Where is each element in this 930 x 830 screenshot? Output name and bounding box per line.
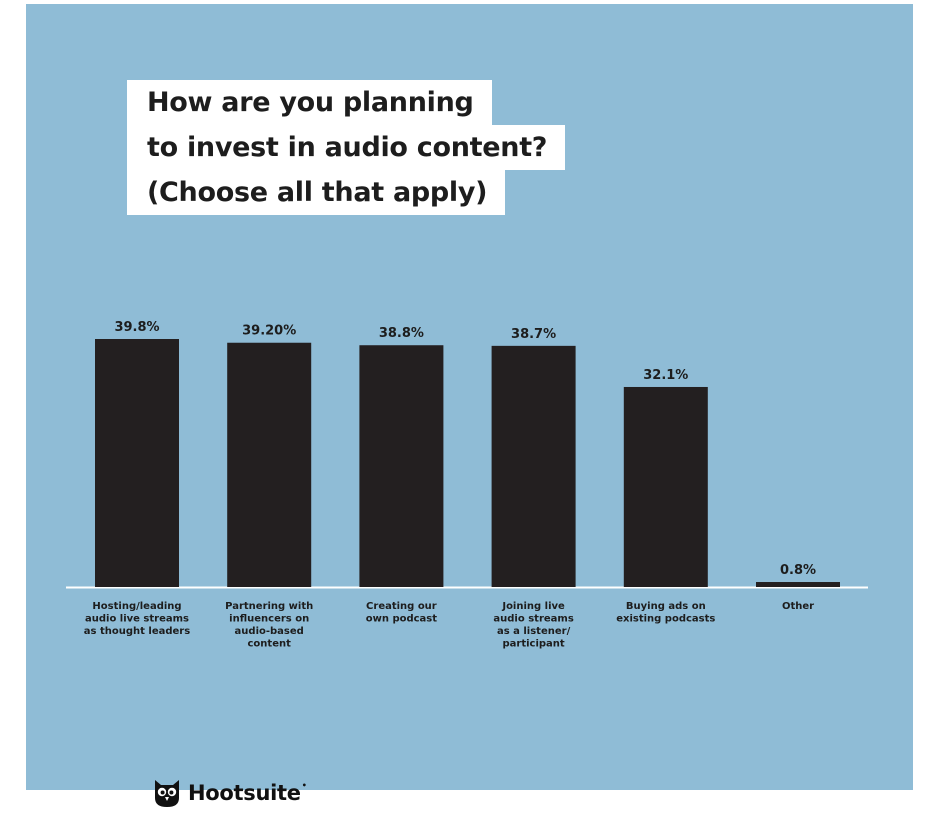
category-label-4-line-2: audio streams xyxy=(493,614,573,625)
bar-6 xyxy=(756,582,840,587)
bar-1 xyxy=(95,339,179,587)
category-label-2-line-2: influencers on xyxy=(229,614,309,625)
category-label-6-line-1: Other xyxy=(782,601,814,612)
brand-logo: Hootsuite xyxy=(152,778,307,808)
title-line-3: (Choose all that apply) xyxy=(127,170,506,215)
category-label-3-line-2: own podcast xyxy=(366,614,438,625)
value-label-5: 32.1% xyxy=(643,368,688,383)
value-label-6: 0.8% xyxy=(780,563,816,578)
category-label-2-line-1: Partnering with xyxy=(225,601,313,612)
category-label-4-line-4: participant xyxy=(502,639,564,650)
category-label-1-line-3: as thought leaders xyxy=(84,626,190,637)
value-label-1: 39.8% xyxy=(114,320,159,335)
category-label-5-line-1: Buying ads on xyxy=(626,601,706,612)
category-label-1-line-2: audio live streams xyxy=(85,614,189,625)
chart-title: How are you planning to invest in audio … xyxy=(127,80,566,215)
owl-icon xyxy=(155,780,179,807)
bar-3 xyxy=(359,345,444,587)
category-label-2-line-4: content xyxy=(248,639,292,650)
value-label-2: 39.20% xyxy=(242,324,296,339)
category-label-4-line-3: as a listener/ xyxy=(497,626,571,637)
bar-2 xyxy=(227,342,312,587)
category-label-4-line-1: Joining live xyxy=(501,601,565,612)
value-label-4: 38.7% xyxy=(511,327,556,342)
category-label-1-line-1: Hosting/leading xyxy=(92,601,181,612)
category-label-2-line-3: audio-based xyxy=(235,626,304,637)
bar-5 xyxy=(623,386,708,587)
category-label-3-line-1: Creating our xyxy=(366,601,437,612)
brand-name: Hootsuite xyxy=(188,781,307,805)
category-label-5-line-2: existing podcasts xyxy=(616,614,715,625)
bar-4 xyxy=(491,345,576,587)
title-line-1: How are you planning xyxy=(127,80,492,125)
title-line-2: to invest in audio content? xyxy=(127,125,566,170)
value-label-3: 38.8% xyxy=(379,326,424,341)
